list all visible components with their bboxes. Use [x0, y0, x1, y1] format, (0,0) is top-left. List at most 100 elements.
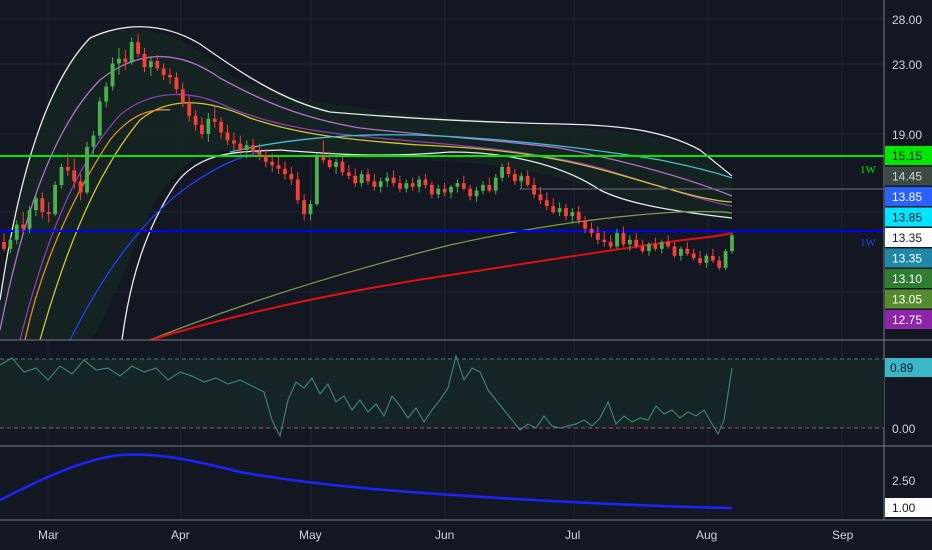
- candle-body: [225, 132, 230, 141]
- ma-yellow: [39, 102, 733, 341]
- lower-axis[interactable]: 2.50 1.00: [885, 474, 932, 517]
- time-tick-sep: Sep: [832, 528, 854, 542]
- price-tag: [885, 269, 932, 288]
- oscillator-axis[interactable]: 0.89 0.00: [885, 358, 932, 436]
- candle-body: [500, 166, 505, 178]
- candle-body: [97, 101, 102, 136]
- candle-body: [46, 212, 51, 215]
- time-axis[interactable]: Mar Apr May Jun Jul Aug Sep: [38, 528, 854, 542]
- candle-body: [398, 183, 402, 189]
- time-tick-mar: Mar: [38, 528, 59, 542]
- candle-body: [404, 183, 409, 189]
- candle-body: [206, 118, 211, 134]
- level-label-1w-blue: 1W: [860, 237, 877, 249]
- candle-body: [570, 212, 575, 217]
- candle-body: [283, 168, 287, 175]
- candle-body: [391, 177, 396, 184]
- oscillator-value-label: 0.89: [890, 361, 914, 375]
- time-tick-apr: Apr: [171, 528, 190, 542]
- price-tag: [885, 207, 932, 227]
- candle-body: [730, 235, 734, 252]
- candle-body: [455, 183, 460, 187]
- candle-body: [461, 183, 466, 189]
- ma-green: [149, 210, 733, 341]
- candle-body: [78, 181, 83, 193]
- candle-body: [148, 61, 153, 68]
- candle-body: [187, 102, 192, 116]
- time-tick-jun: Jun: [435, 528, 454, 542]
- candle-body: [263, 155, 268, 162]
- candle-body: [436, 188, 441, 195]
- candle-body: [538, 194, 543, 201]
- price-tag: [885, 166, 932, 186]
- oscillator-value-tag: [885, 358, 932, 377]
- candle-body: [595, 233, 600, 240]
- candle-body: [327, 160, 332, 167]
- candle-body: [672, 246, 677, 256]
- price-tag-label: 15.15: [892, 149, 922, 163]
- candle-body: [219, 121, 224, 133]
- candle-body: [123, 58, 128, 63]
- candle-body: [276, 165, 281, 169]
- candle-body: [608, 242, 613, 247]
- candle-body: [691, 253, 696, 259]
- candle-body: [442, 188, 447, 193]
- candle-body: [659, 242, 664, 249]
- price-tag-label: 12.75: [892, 313, 922, 327]
- candle-body: [615, 233, 619, 247]
- candle-body: [289, 174, 294, 180]
- price-axis[interactable]: 28.00 23.00 19.00: [892, 13, 922, 142]
- candle-body: [532, 184, 536, 195]
- candle-body: [174, 77, 179, 90]
- candle-body: [723, 251, 728, 268]
- candle-body: [65, 166, 70, 171]
- oscillator-fill: [0, 359, 884, 428]
- candle-body: [244, 145, 249, 151]
- candle-body: [34, 198, 38, 211]
- time-tick-jul: Jul: [565, 528, 580, 542]
- candle-body: [602, 239, 607, 243]
- bollinger-lower: [121, 149, 733, 341]
- candle-body: [576, 212, 581, 221]
- candle-body: [238, 143, 243, 151]
- candle-body: [417, 179, 422, 187]
- candle-body: [627, 239, 632, 245]
- price-tag-label: 13.85: [892, 190, 922, 204]
- lower-tick-2-50: 2.50: [892, 474, 916, 488]
- oscillator-tick-0: 0.00: [892, 422, 916, 436]
- ma-orange: [24, 109, 171, 341]
- candle-body: [193, 115, 198, 125]
- candle-body: [685, 248, 690, 254]
- candle-body: [429, 184, 434, 195]
- price-tag-label: 13.05: [892, 293, 922, 307]
- candle-body: [257, 151, 262, 156]
- candle-body: [449, 186, 453, 193]
- candle-body: [653, 244, 658, 249]
- indicator-lines: [0, 26, 733, 341]
- candlesticks: [2, 34, 734, 271]
- candle-body: [27, 210, 32, 229]
- candle-body: [270, 161, 275, 166]
- candle-body: [40, 198, 45, 213]
- price-tag-label: 13.85: [892, 211, 922, 225]
- candle-body: [340, 161, 345, 173]
- candle-body: [14, 224, 19, 240]
- candle-body: [468, 188, 473, 197]
- price-tags: 15.15 14.45 13.85 13.85 13.35 13.35 13.10 13.05…: [885, 146, 932, 329]
- ma-red: [149, 232, 733, 341]
- candle-body: [640, 246, 645, 252]
- price-tag: [885, 146, 932, 165]
- price-tag: [885, 289, 932, 309]
- candle-body: [372, 181, 377, 187]
- ma-cyan: [229, 134, 733, 179]
- price-tag-label: 14.45: [892, 170, 922, 184]
- candle-body: [91, 135, 96, 147]
- candle-body: [353, 175, 358, 184]
- candle-body: [717, 260, 722, 268]
- ma-blue: [69, 151, 261, 341]
- candle-body: [334, 161, 338, 167]
- time-tick-may: May: [299, 528, 322, 542]
- candle-body: [104, 86, 109, 102]
- candle-body: [678, 248, 683, 256]
